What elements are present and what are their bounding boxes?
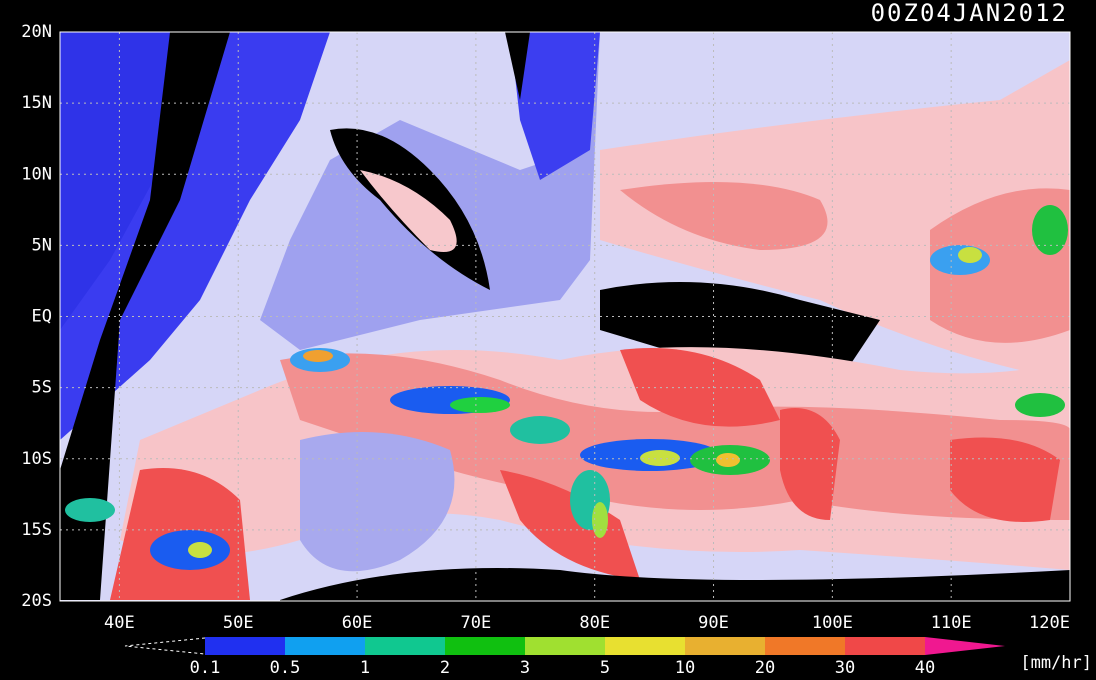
lat-label: 10S xyxy=(21,449,52,469)
colorbar-label: 30 xyxy=(835,658,855,678)
colorbar-segment xyxy=(445,637,525,655)
lon-label: 60E xyxy=(342,613,373,633)
colorbar-label: 0.5 xyxy=(270,658,301,678)
colorbar-label: 2 xyxy=(440,658,450,678)
colorbar-label: 3 xyxy=(520,658,530,678)
colorbar-segment xyxy=(285,637,365,655)
heavy-rain-cells xyxy=(65,205,1068,570)
colorbar-segment xyxy=(525,637,605,655)
colorbar-label: 0.1 xyxy=(190,658,221,678)
lat-label: 5N xyxy=(32,235,52,255)
colorbar-segment xyxy=(205,637,285,655)
colorbar-segment xyxy=(845,637,925,655)
lon-label: 50E xyxy=(223,613,254,633)
lon-label: 80E xyxy=(579,613,610,633)
lon-label: 100E xyxy=(812,613,853,633)
lat-label: 15N xyxy=(21,93,52,113)
colorbar-label: 40 xyxy=(915,658,935,678)
lon-label: 110E xyxy=(931,613,972,633)
colorbar-label: 1 xyxy=(360,658,370,678)
precip-field xyxy=(60,32,1070,601)
lat-label: 5S xyxy=(32,378,52,398)
colorbar-label: 10 xyxy=(675,658,695,678)
lon-label: 120E xyxy=(1029,613,1070,633)
colorbar-label: 20 xyxy=(755,658,775,678)
colorbar-segment xyxy=(365,637,445,655)
lon-label: 40E xyxy=(104,613,135,633)
colorbar-segment xyxy=(765,637,845,655)
lat-label: 10N xyxy=(21,164,52,184)
lat-label: 15S xyxy=(21,520,52,540)
lat-label: 20N xyxy=(21,22,52,42)
colorbar-label: 5 xyxy=(600,658,610,678)
lat-label: 20S xyxy=(21,591,52,611)
colorbar xyxy=(124,637,1005,655)
colorbar-segment xyxy=(605,637,685,655)
lat-label: EQ xyxy=(32,307,52,327)
colorbar-unit: [mm/hr] xyxy=(1020,653,1092,673)
lon-label: 90E xyxy=(698,613,729,633)
lon-label: 70E xyxy=(461,613,492,633)
colorbar-segment xyxy=(685,637,765,655)
map-frame xyxy=(59,31,1071,602)
map-title: 00Z04JAN2012 xyxy=(871,0,1068,27)
